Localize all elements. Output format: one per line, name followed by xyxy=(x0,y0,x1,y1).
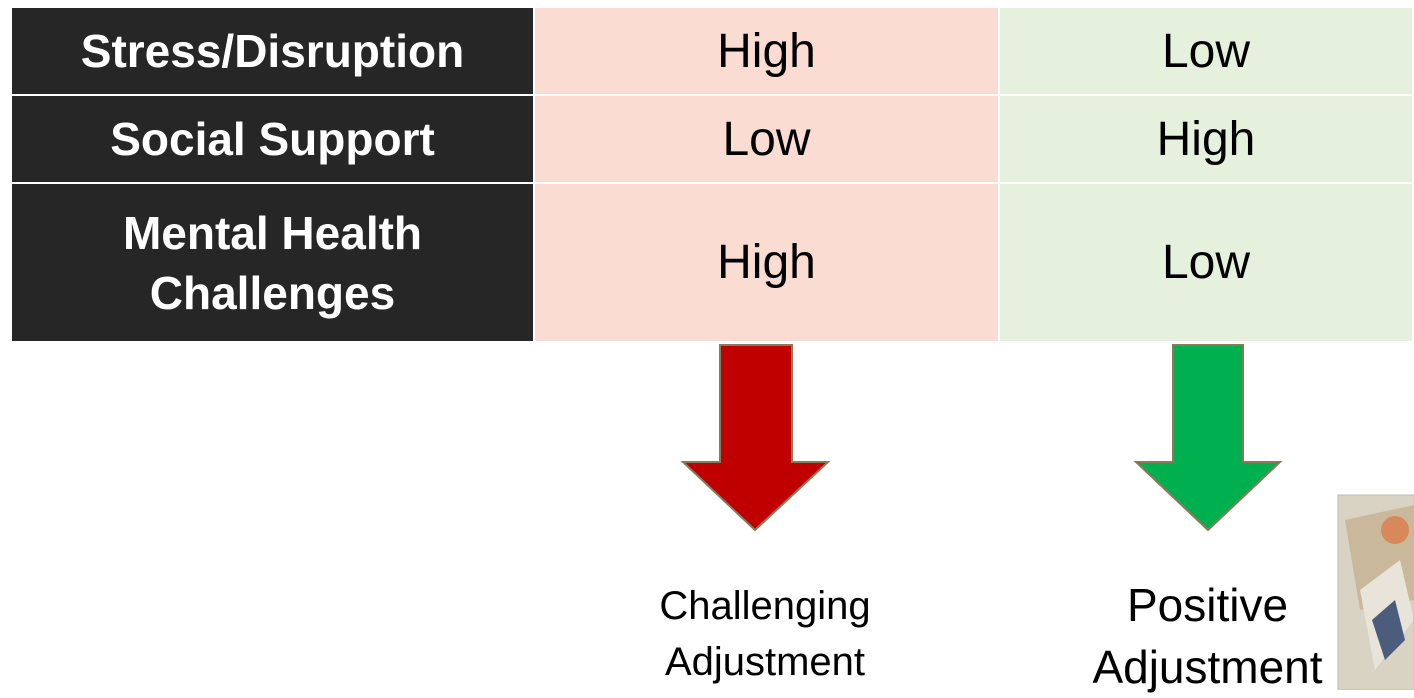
comparison-table: Stress/Disruption High Low Social Support Lo… xyxy=(10,6,1414,343)
table-row: Mental Health Challenges High Low xyxy=(12,184,1412,341)
row-header-text: Stress/Disruption xyxy=(80,25,465,77)
table-row: Social Support Low High xyxy=(12,96,1412,182)
row-header-text: Social Support xyxy=(110,113,435,165)
cell: High xyxy=(535,8,998,94)
cell: High xyxy=(1000,96,1412,182)
row-header: Mental Health Challenges xyxy=(12,184,533,341)
cell: Low xyxy=(1000,184,1412,341)
row-header: Stress/Disruption xyxy=(12,8,533,94)
green-arrow xyxy=(1133,344,1283,532)
cell: Low xyxy=(1000,8,1412,94)
outcome-label: Positive Adjustment xyxy=(1092,579,1323,693)
row-header-text: Mental Health Challenges xyxy=(122,206,423,319)
outcome-label: Challenging Adjustment xyxy=(659,584,871,684)
cell: Low xyxy=(535,96,998,182)
photo xyxy=(1337,494,1414,690)
red-arrow xyxy=(680,344,831,532)
table-row: Stress/Disruption High Low xyxy=(12,8,1412,94)
row-header: Social Support xyxy=(12,96,533,182)
cell: High xyxy=(535,184,998,341)
